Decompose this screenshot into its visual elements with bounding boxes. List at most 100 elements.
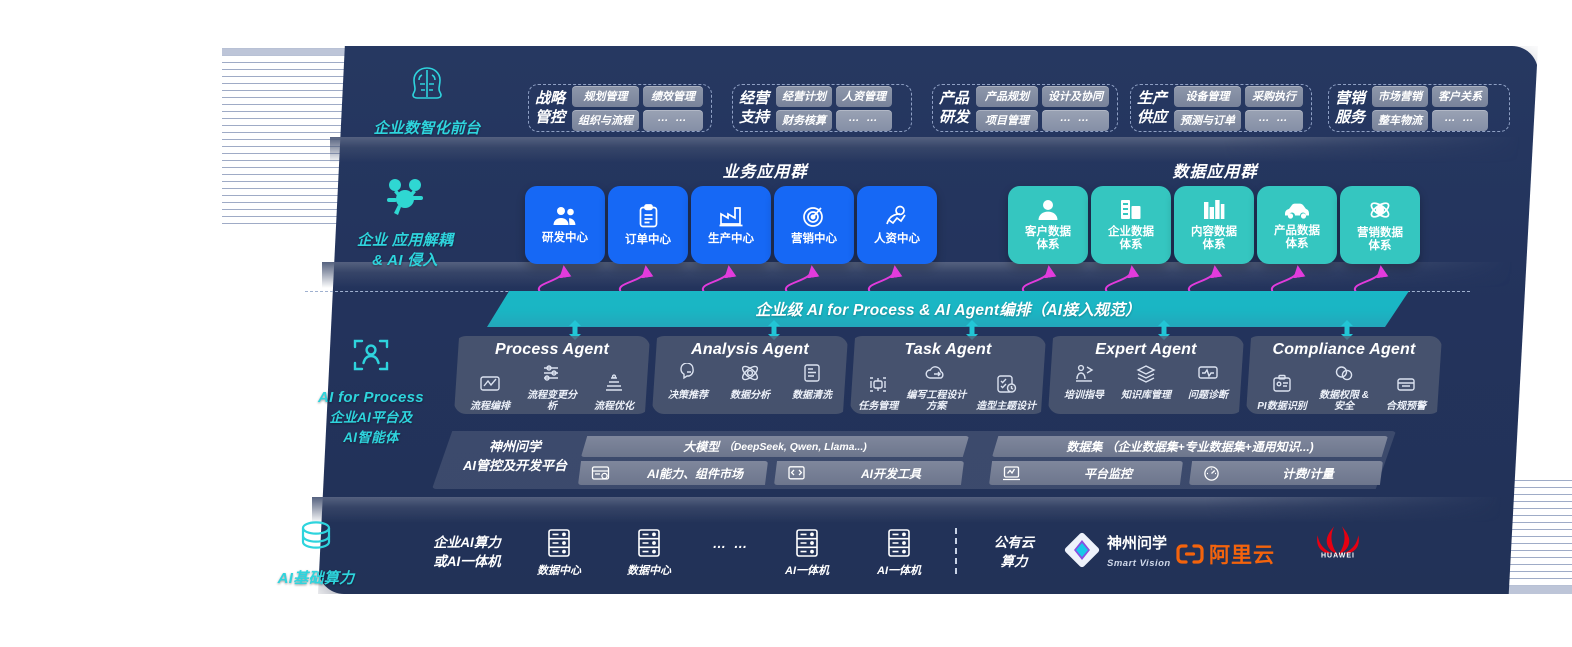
data-card-label: 产品数据 体系	[1274, 224, 1320, 250]
domain-chip[interactable]: 规划管理	[572, 85, 640, 107]
domain-chip[interactable]: 客户关系	[1432, 85, 1489, 107]
domain-chip[interactable]: 经营计划	[776, 85, 833, 107]
data-group-title: 数据应用群	[1172, 164, 1258, 181]
agent-capability[interactable]: 数据清洗	[783, 363, 841, 401]
agent-capability-label: 决策推荐	[668, 390, 708, 401]
agent-name: Process Agent	[494, 341, 610, 358]
domain-chip-more[interactable]: … …	[1432, 109, 1489, 131]
agent-card-expert[interactable]: Expert Agent 培训指导 知识库管理 问题诊断	[1048, 336, 1244, 414]
app-card-order-center[interactable]: 订单中心	[608, 186, 688, 264]
domain-chip[interactable]: 设计及协同	[1042, 85, 1109, 107]
data-card-customer[interactable]: 客户数据 体系	[1008, 186, 1088, 264]
agent-card-task[interactable]: Task Agent 任务管理 编写工程设计方案 造型主题设计	[850, 336, 1046, 414]
domain-chip[interactable]: 产品规划	[976, 85, 1038, 107]
domain-group-name: 经营 支持	[739, 90, 770, 126]
rail-title-ai-compute: AI基础算力	[277, 570, 355, 587]
agent-capability[interactable]: PI数据识别	[1253, 374, 1311, 412]
person-scan-icon	[266, 333, 476, 382]
agent-capability[interactable]: 问题诊断	[1179, 363, 1237, 401]
domain-chip[interactable]: 人资管理	[836, 85, 893, 107]
agent-capability[interactable]: 数据权限 & 安全	[1315, 363, 1373, 412]
agent-capability[interactable]: 决策推荐	[659, 362, 717, 401]
data-card-marketing[interactable]: 营销数据 体系	[1340, 186, 1420, 264]
domain-chip[interactable]: 市场营销	[1372, 85, 1429, 107]
domain-chip[interactable]: 项目管理	[976, 109, 1038, 131]
data-card-content[interactable]: 内容数据 体系	[1174, 186, 1254, 264]
ai-platform-name-line2: AI管控及开发平台	[462, 458, 567, 473]
agent-capability[interactable]: 流程变更分析	[523, 363, 581, 412]
app-card-production-center[interactable]: 生产中心	[691, 186, 771, 264]
agent-capability[interactable]: 合规预警	[1377, 374, 1435, 412]
domain-chip-more[interactable]: … …	[643, 109, 703, 131]
diagnose-icon	[1198, 366, 1218, 379]
domain-chip[interactable]: 组织与流程	[572, 109, 640, 131]
data-card-product[interactable]: 产品数据 体系	[1257, 186, 1337, 264]
domain-chip-more[interactable]: … …	[1042, 109, 1109, 131]
infra-node-ai-appliance-1[interactable]: AI一体机	[770, 528, 844, 578]
aliyun-logo	[1176, 544, 1204, 564]
data-card-enterprise[interactable]: 企业数据 体系	[1091, 186, 1171, 264]
agent-capability[interactable]: 流程编排	[461, 374, 519, 412]
orchestration-banner: 企业级 AI for Process & AI Agent编排（AI接入规范）	[487, 291, 1409, 327]
agent-capability-label: 培训指导	[1064, 390, 1104, 401]
domain-group-marketing[interactable]: 营销 服务 市场营销 客户关系 整车物流 … …	[1328, 84, 1510, 132]
factory-icon	[718, 205, 744, 228]
agent-capability[interactable]: 数据分析	[721, 363, 779, 401]
agent-card-compliance[interactable]: Compliance Agent PI数据识别 数据权限 & 安全 合规预警	[1246, 336, 1442, 414]
domain-chip[interactable]: 整车物流	[1372, 109, 1429, 131]
smart-vision-logo	[1063, 531, 1101, 574]
app-card-label: 人资中心	[874, 233, 920, 245]
domain-chip-more[interactable]: … …	[1245, 109, 1303, 131]
app-card-marketing-center[interactable]: 营销中心	[774, 186, 854, 264]
agent-capability[interactable]: 任务管理	[855, 374, 902, 412]
domain-group-production[interactable]: 生产 供应 设备管理 采购执行 预测与订单 … …	[1130, 84, 1312, 132]
vendor-smart-vision[interactable]: 神州问学 Smart Vision	[1063, 531, 1173, 574]
platform-bar-label: 计费/计量	[1282, 466, 1334, 481]
domain-chip[interactable]: 绩效管理	[643, 85, 703, 107]
domain-chip[interactable]: 设备管理	[1174, 85, 1242, 107]
agent-capability-label: 合规预警	[1386, 401, 1426, 412]
domain-group-rnd[interactable]: 产品 研发 产品规划 设计及协同 项目管理 … …	[932, 84, 1118, 132]
platform-bar-ai-market[interactable]: AI能力、组件市场	[578, 461, 768, 485]
domain-group-operations[interactable]: 经营 支持 经营计划 人资管理 财务核算 … …	[732, 84, 912, 132]
agent-capability[interactable]: 流程优化	[585, 374, 643, 412]
platform-bar-llm[interactable]: 大模型 （DeepSeek, Qwen, Llama...)	[581, 436, 969, 457]
domain-chip-more[interactable]: … …	[836, 109, 893, 131]
platform-bar-monitoring[interactable]: 平台监控	[989, 461, 1183, 485]
stripe-cap-top-left	[222, 48, 362, 56]
agent-capability[interactable]: 知识库管理	[1117, 363, 1175, 401]
vendor-aliyun[interactable]: 阿里云	[1176, 539, 1296, 569]
infra-enterprise-label: 企业AI算力 或AI一体机	[433, 535, 501, 569]
rail-front-office: 企业数智化前台	[322, 62, 532, 139]
platform-bar-dev-tools[interactable]: AI开发工具	[774, 461, 964, 485]
training-icon	[1076, 364, 1094, 382]
platform-bar-dataset[interactable]: 数据集 （企业数据集+专业数据集+通用知识...)	[992, 436, 1388, 457]
agent-capability[interactable]: 编写工程设计方案	[902, 363, 972, 412]
server-icon	[796, 529, 818, 557]
vendor-huawei[interactable]: HUAWEI	[1300, 524, 1376, 563]
agent-capability[interactable]: 培训指导	[1055, 363, 1113, 401]
optimize-icon	[606, 374, 622, 391]
agent-card-analysis[interactable]: Analysis Agent 决策推荐 数据分析 数据清洗	[652, 336, 848, 414]
platform-bar-billing[interactable]: 计费/计量	[1189, 461, 1383, 485]
domain-chip[interactable]: 财务核算	[776, 109, 833, 131]
domain-chip[interactable]: 采购执行	[1245, 85, 1303, 107]
app-card-hr-center[interactable]: 人资中心	[857, 186, 937, 264]
bidirectional-arrow	[966, 320, 978, 340]
agent-card-process[interactable]: Process Agent 流程编排 流程变更分析 流程优化	[454, 336, 650, 414]
domain-chip[interactable]: 预测与订单	[1174, 109, 1242, 131]
domain-group-name: 营销 服务	[1335, 90, 1366, 126]
infra-node-datacenter-1[interactable]: 数据中心	[522, 528, 596, 578]
shelf-layer-3	[312, 497, 1502, 523]
agent-capability[interactable]: 造型主题设计	[971, 374, 1041, 412]
app-card-rnd-center[interactable]: 研发中心	[525, 186, 605, 264]
infra-node-datacenter-2[interactable]: 数据中心	[612, 528, 686, 578]
agent-capability-label: 数据权限 & 安全	[1319, 390, 1369, 412]
domain-group-strategy[interactable]: 战略 管控 规划管理 绩效管理 组织与流程 … …	[528, 84, 712, 132]
data-card-label: 内容数据 体系	[1191, 226, 1237, 251]
infra-node-label: 数据中心	[537, 565, 581, 577]
atom-analysis-icon	[741, 365, 759, 381]
monitor-icon	[989, 465, 1033, 482]
agent-name: Analysis Agent	[691, 341, 809, 358]
infra-node-ai-appliance-2[interactable]: AI一体机	[862, 528, 936, 578]
